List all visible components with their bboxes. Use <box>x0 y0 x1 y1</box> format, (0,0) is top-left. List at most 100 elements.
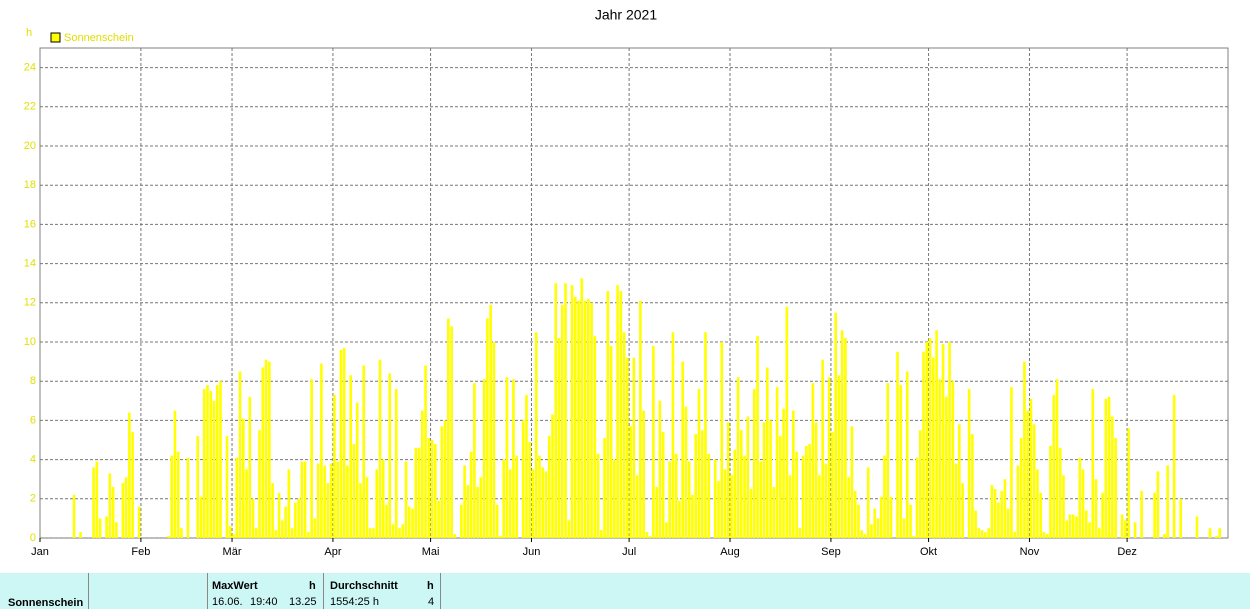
bar <box>440 426 444 538</box>
bar <box>1084 510 1088 538</box>
bar <box>466 485 470 538</box>
bar <box>124 477 128 538</box>
bar <box>528 441 532 538</box>
bar <box>590 302 593 538</box>
y-tick-label: 10 <box>24 336 36 348</box>
bar <box>196 436 200 538</box>
bar <box>922 351 925 538</box>
bar <box>434 443 437 538</box>
bar <box>775 387 779 538</box>
bar <box>121 483 125 538</box>
bar <box>1052 394 1056 538</box>
bar <box>186 457 190 538</box>
bar <box>785 306 789 538</box>
bar <box>1068 514 1072 538</box>
y-tick-label: 20 <box>24 140 36 152</box>
bar <box>958 424 961 538</box>
bar <box>1081 469 1085 538</box>
bar <box>258 430 261 538</box>
bar <box>554 283 558 538</box>
bar <box>1163 534 1166 538</box>
bar <box>1010 387 1013 538</box>
bar <box>798 528 802 538</box>
bar <box>606 291 610 538</box>
bar <box>622 332 626 538</box>
bar <box>932 357 935 538</box>
bar <box>661 432 665 538</box>
bar <box>600 530 603 538</box>
x-tick-label: Aug <box>720 546 740 558</box>
bar <box>837 375 841 538</box>
bar <box>873 508 877 538</box>
bar <box>1078 457 1082 538</box>
bar <box>394 389 398 538</box>
y-tick-label: 12 <box>24 297 36 309</box>
bar <box>473 383 476 538</box>
bar <box>645 532 649 538</box>
bar <box>674 453 678 538</box>
bar <box>427 438 431 538</box>
bar <box>850 426 854 538</box>
bar <box>1042 532 1046 538</box>
bar <box>538 455 541 538</box>
bar <box>329 463 333 538</box>
bar <box>541 467 545 538</box>
bar <box>609 345 613 538</box>
bar <box>505 377 509 538</box>
bar <box>1114 438 1117 538</box>
bar <box>1098 528 1101 538</box>
bar <box>294 502 297 538</box>
bar <box>469 451 473 538</box>
bar <box>180 528 183 538</box>
bar <box>385 504 388 538</box>
y-tick-label: 18 <box>24 179 36 191</box>
bar <box>1179 498 1182 538</box>
divider <box>323 573 324 609</box>
bar <box>525 394 528 538</box>
bar <box>365 477 369 538</box>
divider <box>88 573 89 609</box>
bar <box>1049 445 1052 538</box>
bar <box>424 365 427 538</box>
bar <box>176 451 180 538</box>
x-tick-label: Dez <box>1117 546 1137 558</box>
y-tick-label: 22 <box>24 101 36 113</box>
bar <box>912 536 916 538</box>
bar <box>228 526 232 538</box>
bar <box>935 330 938 538</box>
bar <box>821 359 824 538</box>
divider <box>440 573 441 609</box>
bar <box>1071 514 1075 538</box>
bar <box>941 343 945 538</box>
bar <box>339 349 343 538</box>
bar <box>779 436 782 538</box>
bar <box>997 502 1000 538</box>
bar <box>1055 379 1059 538</box>
bar <box>1156 471 1160 538</box>
bar <box>271 483 274 538</box>
bar <box>961 483 964 538</box>
bar <box>206 385 209 538</box>
bar <box>756 336 759 538</box>
bar <box>460 504 463 538</box>
bar <box>671 332 675 538</box>
bar <box>115 522 118 538</box>
bar <box>883 455 886 538</box>
bar <box>570 285 574 538</box>
bar <box>902 518 906 538</box>
bar <box>108 473 112 538</box>
bar <box>743 455 746 538</box>
bar <box>479 477 483 538</box>
bar <box>414 447 418 538</box>
bar <box>795 451 798 538</box>
bar <box>1153 492 1156 538</box>
bar <box>131 432 134 538</box>
bar <box>264 359 268 538</box>
bar <box>476 487 479 538</box>
bar <box>782 408 785 538</box>
bar <box>355 402 359 538</box>
bar <box>899 385 903 538</box>
bar <box>281 520 284 538</box>
bar <box>375 469 379 538</box>
bar <box>261 367 265 538</box>
